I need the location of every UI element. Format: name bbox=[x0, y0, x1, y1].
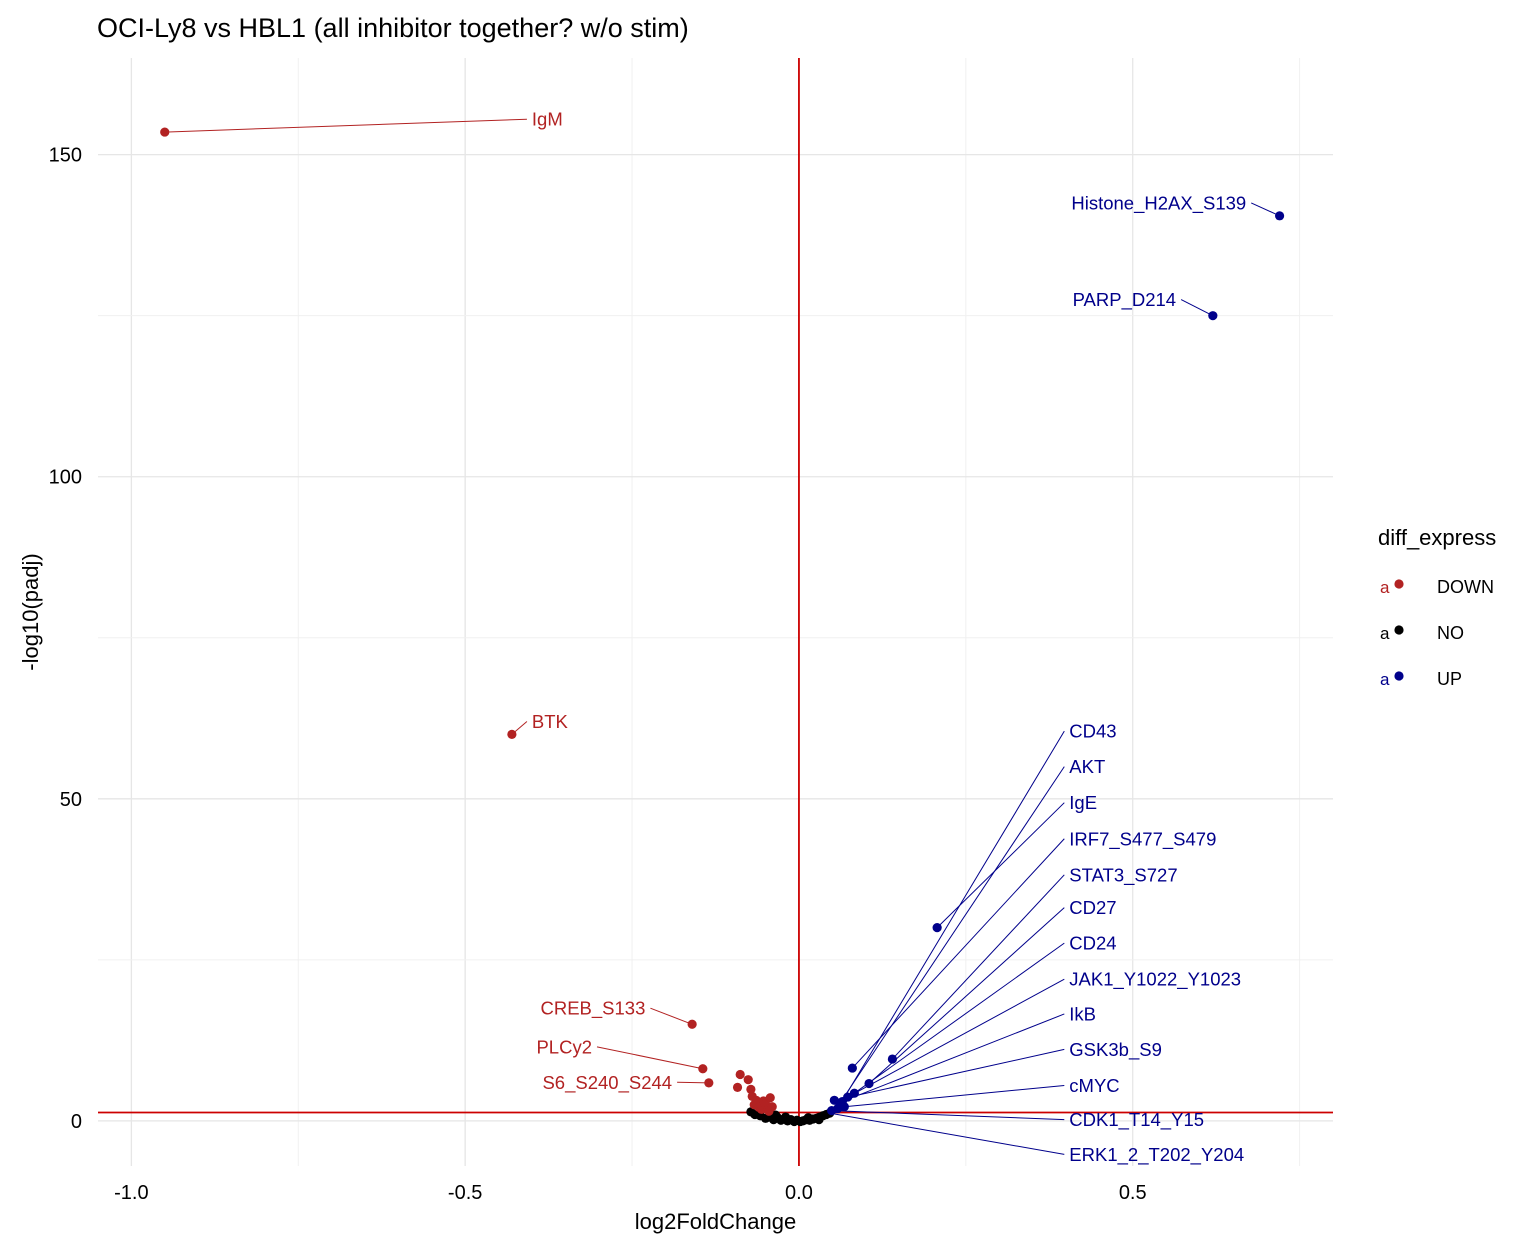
point-label: BTK bbox=[532, 711, 569, 732]
point-label: IRF7_S477_S479 bbox=[1069, 828, 1216, 850]
y-axis-ticks: 0 50 100 150 bbox=[49, 145, 82, 1133]
legend-item: a UP bbox=[1380, 669, 1462, 689]
legend: diff_express a DOWN a NO a UP bbox=[1378, 525, 1496, 689]
y-axis-title: -log10(padj) bbox=[18, 553, 43, 670]
label-leader-line bbox=[844, 1084, 1065, 1108]
label-leader-line bbox=[1180, 299, 1214, 317]
data-point-up bbox=[849, 1088, 859, 1098]
data-point-up bbox=[864, 1078, 874, 1089]
data-point-down bbox=[732, 1082, 743, 1093]
point-label: Histone_H2AX_S139 bbox=[1071, 192, 1246, 214]
y-tick-label: 50 bbox=[60, 789, 82, 811]
label-leader-lines bbox=[164, 118, 1280, 1155]
data-point-up bbox=[827, 1106, 837, 1116]
data-point-up bbox=[835, 1098, 845, 1109]
point-label: CD27 bbox=[1069, 897, 1116, 918]
data-point-down bbox=[507, 729, 517, 739]
data-point-up bbox=[847, 1063, 857, 1073]
data-points bbox=[160, 127, 1285, 1127]
chart-title: OCI-Ly8 vs HBL1 (all inhibitor together?… bbox=[97, 13, 689, 43]
label-leader-line bbox=[851, 838, 1065, 1069]
label-leader-line bbox=[837, 730, 1065, 1109]
grid-lines bbox=[98, 58, 1333, 1166]
point-label: IgM bbox=[532, 109, 563, 130]
label-leader-line bbox=[839, 766, 1065, 1104]
x-tick-label: -1.0 bbox=[114, 1182, 148, 1204]
label-leader-line bbox=[164, 118, 527, 133]
legend-key-point bbox=[1394, 579, 1404, 589]
point-labels: IgM BTK CREB_S133 PLCy2 S6_S240_S244 Histone_… bbox=[532, 109, 1246, 1166]
data-point-up bbox=[1208, 311, 1218, 321]
label-leader-line bbox=[834, 1048, 1065, 1101]
data-point-down bbox=[704, 1078, 714, 1088]
legend-label: DOWN bbox=[1437, 577, 1494, 597]
x-axis-ticks: -1.0 -0.5 0.0 0.5 bbox=[114, 1182, 1146, 1204]
legend-title: diff_express bbox=[1378, 525, 1496, 550]
point-label: PARP_D214 bbox=[1073, 289, 1177, 311]
data-point-no bbox=[814, 1115, 824, 1125]
data-point-down bbox=[764, 1106, 774, 1116]
data-point-down bbox=[160, 127, 170, 137]
label-leader-line bbox=[596, 1046, 703, 1070]
label-leader-line bbox=[831, 1110, 1065, 1121]
label-leader-line bbox=[854, 942, 1065, 1094]
point-label: GSK3b_S9 bbox=[1069, 1039, 1162, 1061]
point-label: S6_S240_S244 bbox=[542, 1072, 672, 1094]
data-point-no bbox=[803, 1113, 813, 1123]
label-leader-line bbox=[677, 1081, 709, 1084]
data-point-down bbox=[746, 1084, 756, 1094]
legend-key-point bbox=[1394, 671, 1404, 681]
data-point-down bbox=[743, 1075, 753, 1085]
legend-label: UP bbox=[1437, 669, 1462, 689]
label-leader-line bbox=[829, 1112, 1065, 1155]
x-tick-label: 0.5 bbox=[1119, 1182, 1147, 1204]
data-point-up bbox=[932, 923, 942, 933]
point-label: STAT3_S727 bbox=[1069, 864, 1177, 886]
data-point-down bbox=[735, 1069, 745, 1080]
label-leader-line bbox=[847, 978, 1065, 1098]
legend-key-text: a bbox=[1380, 624, 1390, 643]
point-label: cMYC bbox=[1069, 1075, 1119, 1096]
legend-key-text: a bbox=[1380, 578, 1390, 597]
data-point-no bbox=[770, 1110, 781, 1120]
reference-lines bbox=[98, 58, 1333, 1166]
legend-key-text: a bbox=[1380, 670, 1390, 689]
legend-key-point bbox=[1394, 625, 1404, 635]
point-label: CD24 bbox=[1069, 933, 1116, 954]
data-point-down bbox=[765, 1093, 775, 1103]
data-point-up bbox=[887, 1054, 898, 1064]
data-point-no bbox=[780, 1112, 791, 1122]
x-tick-label: 0.0 bbox=[785, 1182, 813, 1204]
point-label: JAK1_Y1022_Y1023 bbox=[1069, 969, 1241, 991]
x-tick-label: -0.5 bbox=[448, 1182, 482, 1204]
label-leader-line bbox=[650, 1007, 693, 1025]
label-leader-line bbox=[868, 907, 1065, 1084]
label-leader-line bbox=[892, 874, 1065, 1060]
data-point-up bbox=[1274, 211, 1285, 221]
point-label: IkB bbox=[1069, 1003, 1096, 1024]
legend-item: a DOWN bbox=[1380, 577, 1494, 597]
point-label: AKT bbox=[1069, 756, 1105, 777]
data-point-down bbox=[751, 1095, 761, 1105]
point-label: CREB_S133 bbox=[540, 998, 645, 1020]
y-tick-label: 0 bbox=[71, 1111, 82, 1133]
label-leader-line bbox=[936, 802, 1065, 929]
y-tick-label: 150 bbox=[49, 145, 82, 167]
label-leader-line bbox=[1251, 202, 1280, 217]
point-label: PLCy2 bbox=[536, 1036, 592, 1057]
data-point-down bbox=[687, 1019, 697, 1029]
legend-items: a DOWN a NO a UP bbox=[1380, 577, 1494, 689]
y-tick-label: 100 bbox=[49, 467, 82, 489]
point-label: ERK1_2_T202_Y204 bbox=[1069, 1144, 1244, 1166]
label-leader-line bbox=[842, 1013, 1065, 1103]
point-label: CD43 bbox=[1069, 721, 1116, 742]
point-label: IgE bbox=[1069, 792, 1097, 813]
point-label: CDK1_T14_Y15 bbox=[1069, 1109, 1204, 1131]
data-point-down bbox=[698, 1064, 708, 1074]
x-axis-title: log2FoldChange bbox=[635, 1209, 796, 1234]
legend-item: a NO bbox=[1380, 623, 1464, 643]
legend-label: NO bbox=[1437, 623, 1464, 643]
